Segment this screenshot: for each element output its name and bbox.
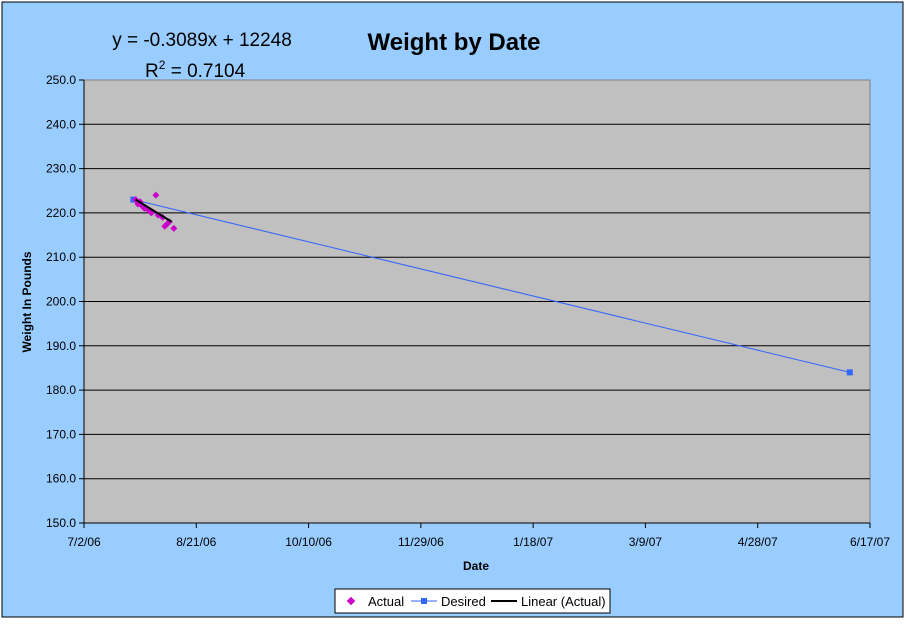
x-tick-label: 6/17/07: [850, 535, 890, 549]
legend-box: [334, 588, 611, 614]
actual-point: [152, 191, 160, 199]
axes: 150.0 160.0 170.0 180.0 190.0 200.0 210.0 220.0…: [46, 73, 890, 549]
x-tick-label: 11/29/06: [398, 535, 444, 549]
r2-prefix: R: [145, 61, 159, 82]
x-tick-label: 1/18/07: [513, 535, 553, 549]
trendline: [135, 198, 173, 223]
legend-trendline-label: Linear (Actual): [521, 594, 606, 609]
y-tick-label: 240.0: [46, 117, 76, 131]
legend-desired-marker: [421, 598, 427, 604]
actual-point: [170, 224, 178, 232]
series: [130, 191, 853, 376]
x-tick-label: 3/9/07: [629, 535, 663, 549]
x-tick-label: 7/2/06: [67, 535, 101, 549]
x-axis-title: Date: [463, 559, 489, 573]
desired-line: [133, 199, 850, 373]
legend-actual-label: Actual: [368, 594, 404, 609]
x-tick-label: 4/28/07: [738, 535, 778, 549]
legend-actual-marker: [346, 596, 356, 606]
desired-point: [846, 369, 853, 376]
y-tick-label: 200.0: [46, 295, 76, 309]
y-tick-label: 230.0: [46, 162, 76, 176]
y-tick-label: 170.0: [46, 427, 76, 441]
trendline-equation: y = -0.3089x + 12248: [112, 30, 292, 51]
y-tick-label: 180.0: [46, 383, 76, 397]
y-tick-label: 250.0: [46, 73, 76, 87]
trendline-r-squared: R2 = 0.7104: [145, 58, 246, 82]
y-tick-label: 190.0: [46, 339, 76, 353]
y-tick-label: 150.0: [46, 516, 76, 530]
x-tick-label: 8/21/06: [176, 535, 216, 549]
y-tick-label: 220.0: [46, 206, 76, 220]
chart-title: Weight by Date: [368, 29, 541, 56]
r2-suffix: = 0.7104: [165, 61, 245, 82]
y-tick-label: 160.0: [46, 472, 76, 486]
x-tick-label: 10/10/06: [285, 535, 332, 549]
y-tick-label: 210.0: [46, 250, 76, 264]
r2-superscript: 2: [159, 58, 166, 72]
legend: Actual Desired Linear (Actual): [334, 588, 611, 614]
legend-desired-label: Desired: [441, 594, 486, 609]
y-axis-title: Weight In Pounds: [20, 251, 34, 352]
